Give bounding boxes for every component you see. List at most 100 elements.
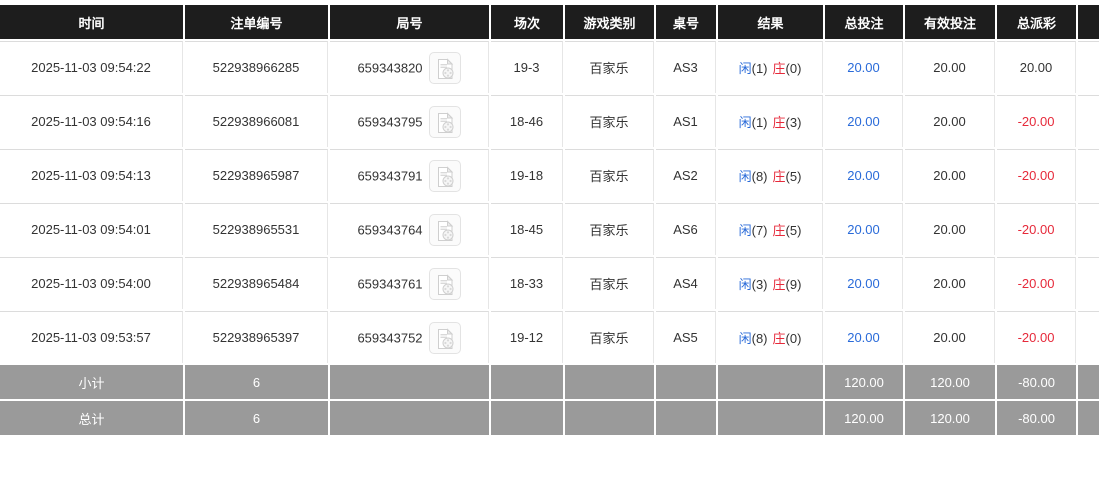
cell-round-no: 659343791	[330, 149, 489, 201]
cell-result: 闲(1) 庄(0)	[718, 41, 823, 93]
cell-total-payout: -20.00	[997, 311, 1076, 363]
result-banker-label: 庄	[772, 277, 786, 292]
column-header-table_no: 桌号	[656, 5, 716, 39]
summary-label: 总计	[0, 401, 183, 435]
cell-total-payout: -20.00	[997, 149, 1076, 201]
cell-time: 2025-11-03 09:53:57	[0, 311, 183, 363]
cell-total-bet: 20.00	[825, 203, 903, 255]
cell-order-no: 522938965987	[185, 149, 328, 201]
cell-result: 闲(3) 庄(9)	[718, 257, 823, 309]
cell-valid-bet: 20.00	[905, 41, 995, 93]
cell-order-no: 522938966285	[185, 41, 328, 93]
bet-records-panel: 时间 注单编号 局号 场次 游戏类别 桌号 结果 总投注 有效投注 总派彩 2025-11-03 …	[0, 3, 1099, 437]
column-header-valid_bet: 有效投注	[905, 5, 995, 39]
summary-valid-bet: 120.00	[905, 365, 995, 399]
cell-session: 18-45	[491, 203, 563, 255]
cell-valid-bet: 20.00	[905, 203, 995, 255]
table-row: 2025-11-03 09:54:00 522938965484 6593437…	[0, 257, 1099, 309]
cell-session: 18-33	[491, 257, 563, 309]
cell-total-bet: 20.00	[825, 257, 903, 309]
total-bet-link[interactable]: 20.00	[847, 114, 880, 129]
result-banker-value: (5)	[785, 169, 802, 184]
cell-round-no: 659343761	[330, 257, 489, 309]
cell-session: 19-12	[491, 311, 563, 363]
total-bet-link[interactable]: 20.00	[847, 168, 880, 183]
cell-extra	[1078, 95, 1099, 147]
cell-order-no: 522938965397	[185, 311, 328, 363]
video-file-icon	[437, 273, 454, 295]
cell-valid-bet: 20.00	[905, 95, 995, 147]
result-player-label: 闲	[738, 277, 752, 292]
cell-time: 2025-11-03 09:54:22	[0, 41, 183, 93]
video-file-icon	[437, 165, 454, 187]
column-header-round_no: 局号	[330, 5, 489, 39]
column-header-extra	[1078, 5, 1099, 39]
result-banker-label: 庄	[772, 115, 786, 130]
column-header-total_bet: 总投注	[825, 5, 903, 39]
round-no-text: 659343752	[357, 330, 423, 345]
cell-session: 19-3	[491, 41, 563, 93]
result-banker-value: (5)	[785, 223, 802, 238]
video-replay-button[interactable]	[428, 105, 461, 138]
cell-total-bet: 20.00	[825, 41, 903, 93]
video-replay-button[interactable]	[428, 267, 461, 300]
cell-order-no: 522938965484	[185, 257, 328, 309]
total-bet-link[interactable]: 20.00	[847, 330, 880, 345]
cell-time: 2025-11-03 09:54:00	[0, 257, 183, 309]
cell-table-no: AS3	[656, 41, 716, 93]
table-row: 2025-11-03 09:54:01 522938965531 6593437…	[0, 203, 1099, 255]
round-no-text: 659343820	[357, 60, 423, 75]
cell-total-bet: 20.00	[825, 311, 903, 363]
cell-total-bet: 20.00	[825, 95, 903, 147]
result-player-label: 闲	[738, 115, 752, 130]
table-header-row: 时间 注单编号 局号 场次 游戏类别 桌号 结果 总投注 有效投注 总派彩	[0, 5, 1099, 39]
summary-count: 6	[185, 365, 328, 399]
cell-extra	[1078, 41, 1099, 93]
total-bet-link[interactable]: 20.00	[847, 60, 880, 75]
cell-time: 2025-11-03 09:54:01	[0, 203, 183, 255]
column-header-result: 结果	[718, 5, 823, 39]
cell-table-no: AS5	[656, 311, 716, 363]
cell-valid-bet: 20.00	[905, 311, 995, 363]
video-file-icon	[437, 219, 454, 241]
bet-records-table: 时间 注单编号 局号 场次 游戏类别 桌号 结果 总投注 有效投注 总派彩 2025-11-03 …	[0, 3, 1099, 437]
cell-valid-bet: 20.00	[905, 257, 995, 309]
result-banker-value: (3)	[785, 115, 802, 130]
summary-total-payout: -80.00	[997, 401, 1076, 435]
round-no-text: 659343795	[357, 114, 423, 129]
video-replay-button[interactable]	[428, 321, 461, 354]
result-player-value: (3)	[751, 277, 768, 292]
cell-extra	[1078, 257, 1099, 309]
cell-game-type: 百家乐	[565, 41, 654, 93]
summary-valid-bet: 120.00	[905, 401, 995, 435]
video-replay-button[interactable]	[428, 159, 461, 192]
cell-round-no: 659343795	[330, 95, 489, 147]
video-file-icon	[437, 57, 454, 79]
table-row: 2025-11-03 09:54:13 522938965987 6593437…	[0, 149, 1099, 201]
result-player-value: (1)	[751, 61, 768, 76]
result-player-value: (1)	[751, 115, 768, 130]
cell-total-bet: 20.00	[825, 149, 903, 201]
cell-total-payout: 20.00	[997, 41, 1076, 93]
column-header-order_no: 注单编号	[185, 5, 328, 39]
column-header-time: 时间	[0, 5, 183, 39]
round-no-text: 659343764	[357, 222, 423, 237]
result-banker-value: (0)	[785, 61, 802, 76]
summary-total-bet: 120.00	[825, 365, 903, 399]
summary-row: 小计 6 120.00 120.00 -80.00	[0, 365, 1099, 399]
total-bet-link[interactable]: 20.00	[847, 222, 880, 237]
video-file-icon	[437, 111, 454, 133]
result-banker-value: (0)	[785, 331, 802, 346]
result-player-label: 闲	[738, 331, 752, 346]
result-banker-label: 庄	[772, 331, 786, 346]
total-bet-link[interactable]: 20.00	[847, 276, 880, 291]
cell-total-payout: -20.00	[997, 257, 1076, 309]
cell-extra	[1078, 311, 1099, 363]
cell-time: 2025-11-03 09:54:13	[0, 149, 183, 201]
cell-game-type: 百家乐	[565, 257, 654, 309]
video-replay-button[interactable]	[428, 213, 461, 246]
cell-result: 闲(8) 庄(5)	[718, 149, 823, 201]
cell-result: 闲(7) 庄(5)	[718, 203, 823, 255]
video-replay-button[interactable]	[428, 51, 461, 84]
result-player-label: 闲	[738, 61, 752, 76]
